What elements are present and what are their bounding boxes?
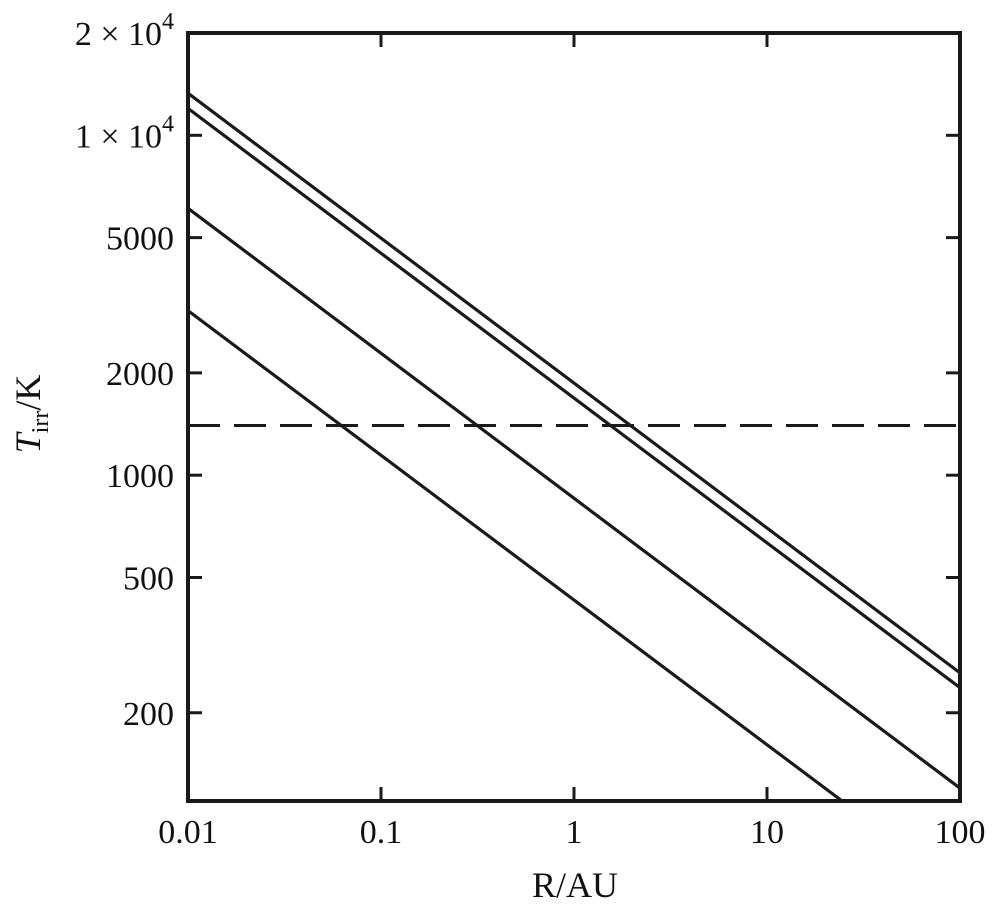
- series-line-1: [187, 91, 961, 675]
- series-line-2: [187, 107, 961, 689]
- y-tick-label-exponent: 4: [162, 9, 174, 35]
- y-tick-label: 5000: [106, 221, 174, 258]
- x-axis-ticks: 0.01 0.1 1 10 100: [158, 33, 986, 851]
- y-tick-label-text: 1000: [106, 458, 174, 495]
- x-tick-label: 1: [566, 814, 583, 851]
- y-tick-label-text: 2000: [106, 356, 174, 393]
- y-tick-label: 2000: [106, 356, 174, 393]
- y-axis-title-symbol: T: [8, 430, 48, 453]
- y-tick-label-text: 200: [123, 696, 174, 733]
- series-layer: [187, 91, 961, 803]
- y-tick-label-text: 2 × 10: [75, 16, 162, 53]
- x-axis-title: R/AU: [532, 865, 618, 905]
- x-tick-label: 0.1: [360, 814, 403, 851]
- y-tick-label-text: 5000: [106, 221, 174, 258]
- y-tick-label: 2 × 104: [75, 9, 174, 53]
- y-tick-label: 500: [123, 561, 174, 598]
- y-axis-title-subscript: irr: [28, 411, 54, 434]
- x-tick-label: 100: [935, 814, 986, 851]
- y-tick-label-text: 1 × 10: [75, 118, 162, 155]
- y-tick-label-exponent: 4: [162, 111, 174, 137]
- x-tick-label: 0.01: [158, 814, 218, 851]
- y-tick-label: 1 × 104: [75, 111, 174, 155]
- y-axis-title-unit: /K: [8, 375, 48, 411]
- y-axis-title: Tirr/K: [8, 375, 54, 454]
- x-tick-label: 10: [750, 814, 784, 851]
- y-tick-label-text: 500: [123, 561, 174, 598]
- series-line-3: [187, 207, 961, 790]
- y-tick-label: 200: [123, 696, 174, 733]
- series-line-4: [187, 309, 844, 803]
- y-tick-label: 1000: [106, 458, 174, 495]
- plot-frame: [186, 31, 962, 803]
